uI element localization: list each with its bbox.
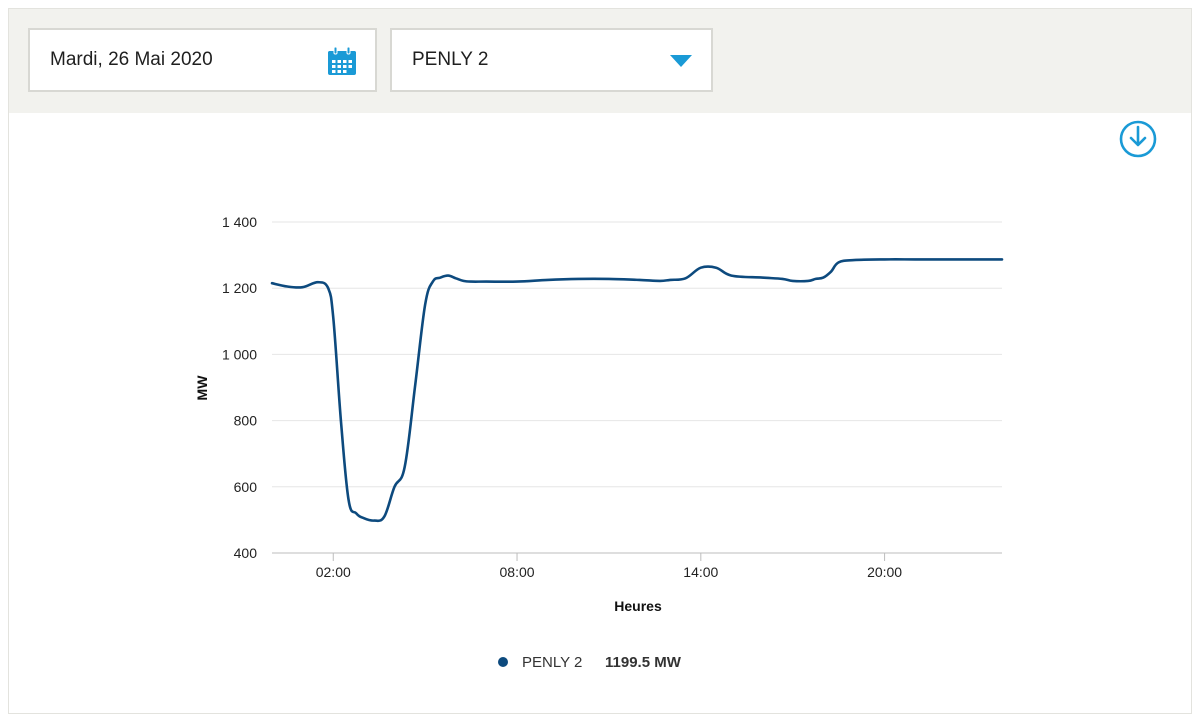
unit-select[interactable]: PENLY 2 <box>390 28 713 92</box>
x-tick-labels: 02:00 08:00 14:00 20:00 <box>316 553 902 580</box>
y-tick-label: 400 <box>234 545 258 561</box>
y-axis-title: MW <box>194 375 210 401</box>
chart-frame: Mardi, 26 Mai 2020 <box>8 8 1192 714</box>
legend-series-value: 1199.5 MW <box>605 654 682 671</box>
series-line-penly-2[interactable] <box>270 258 1004 523</box>
y-tick-label: 800 <box>234 413 258 429</box>
y-tick-label: 1 200 <box>222 280 257 296</box>
grid-lines <box>272 221 1002 488</box>
legend-series-name: PENLY 2 <box>522 654 582 671</box>
y-tick-label: 1 000 <box>222 346 257 362</box>
y-tick-labels: 400 600 800 1 000 1 200 1 400 <box>222 214 257 561</box>
y-tick-label: 600 <box>234 479 258 495</box>
date-value: Mardi, 26 Mai 2020 <box>50 49 213 70</box>
caret-down-icon[interactable] <box>669 54 693 68</box>
legend-item-penly-2[interactable]: PENLY 2 1199.5 MW <box>498 654 682 671</box>
x-tick-label: 14:00 <box>683 564 718 580</box>
download-icon[interactable] <box>1118 119 1158 159</box>
toolbar: Mardi, 26 Mai 2020 <box>9 9 1191 113</box>
x-tick-label: 08:00 <box>500 564 535 580</box>
x-tick-label: 20:00 <box>867 564 902 580</box>
y-tick-label: 1 400 <box>222 214 257 230</box>
x-tick-label: 02:00 <box>316 564 351 580</box>
x-axis-title: Heures <box>614 598 662 614</box>
date-picker[interactable]: Mardi, 26 Mai 2020 <box>28 28 377 92</box>
legend-marker <box>498 657 508 667</box>
calendar-icon[interactable] <box>327 46 357 76</box>
unit-value: PENLY 2 <box>412 49 489 70</box>
